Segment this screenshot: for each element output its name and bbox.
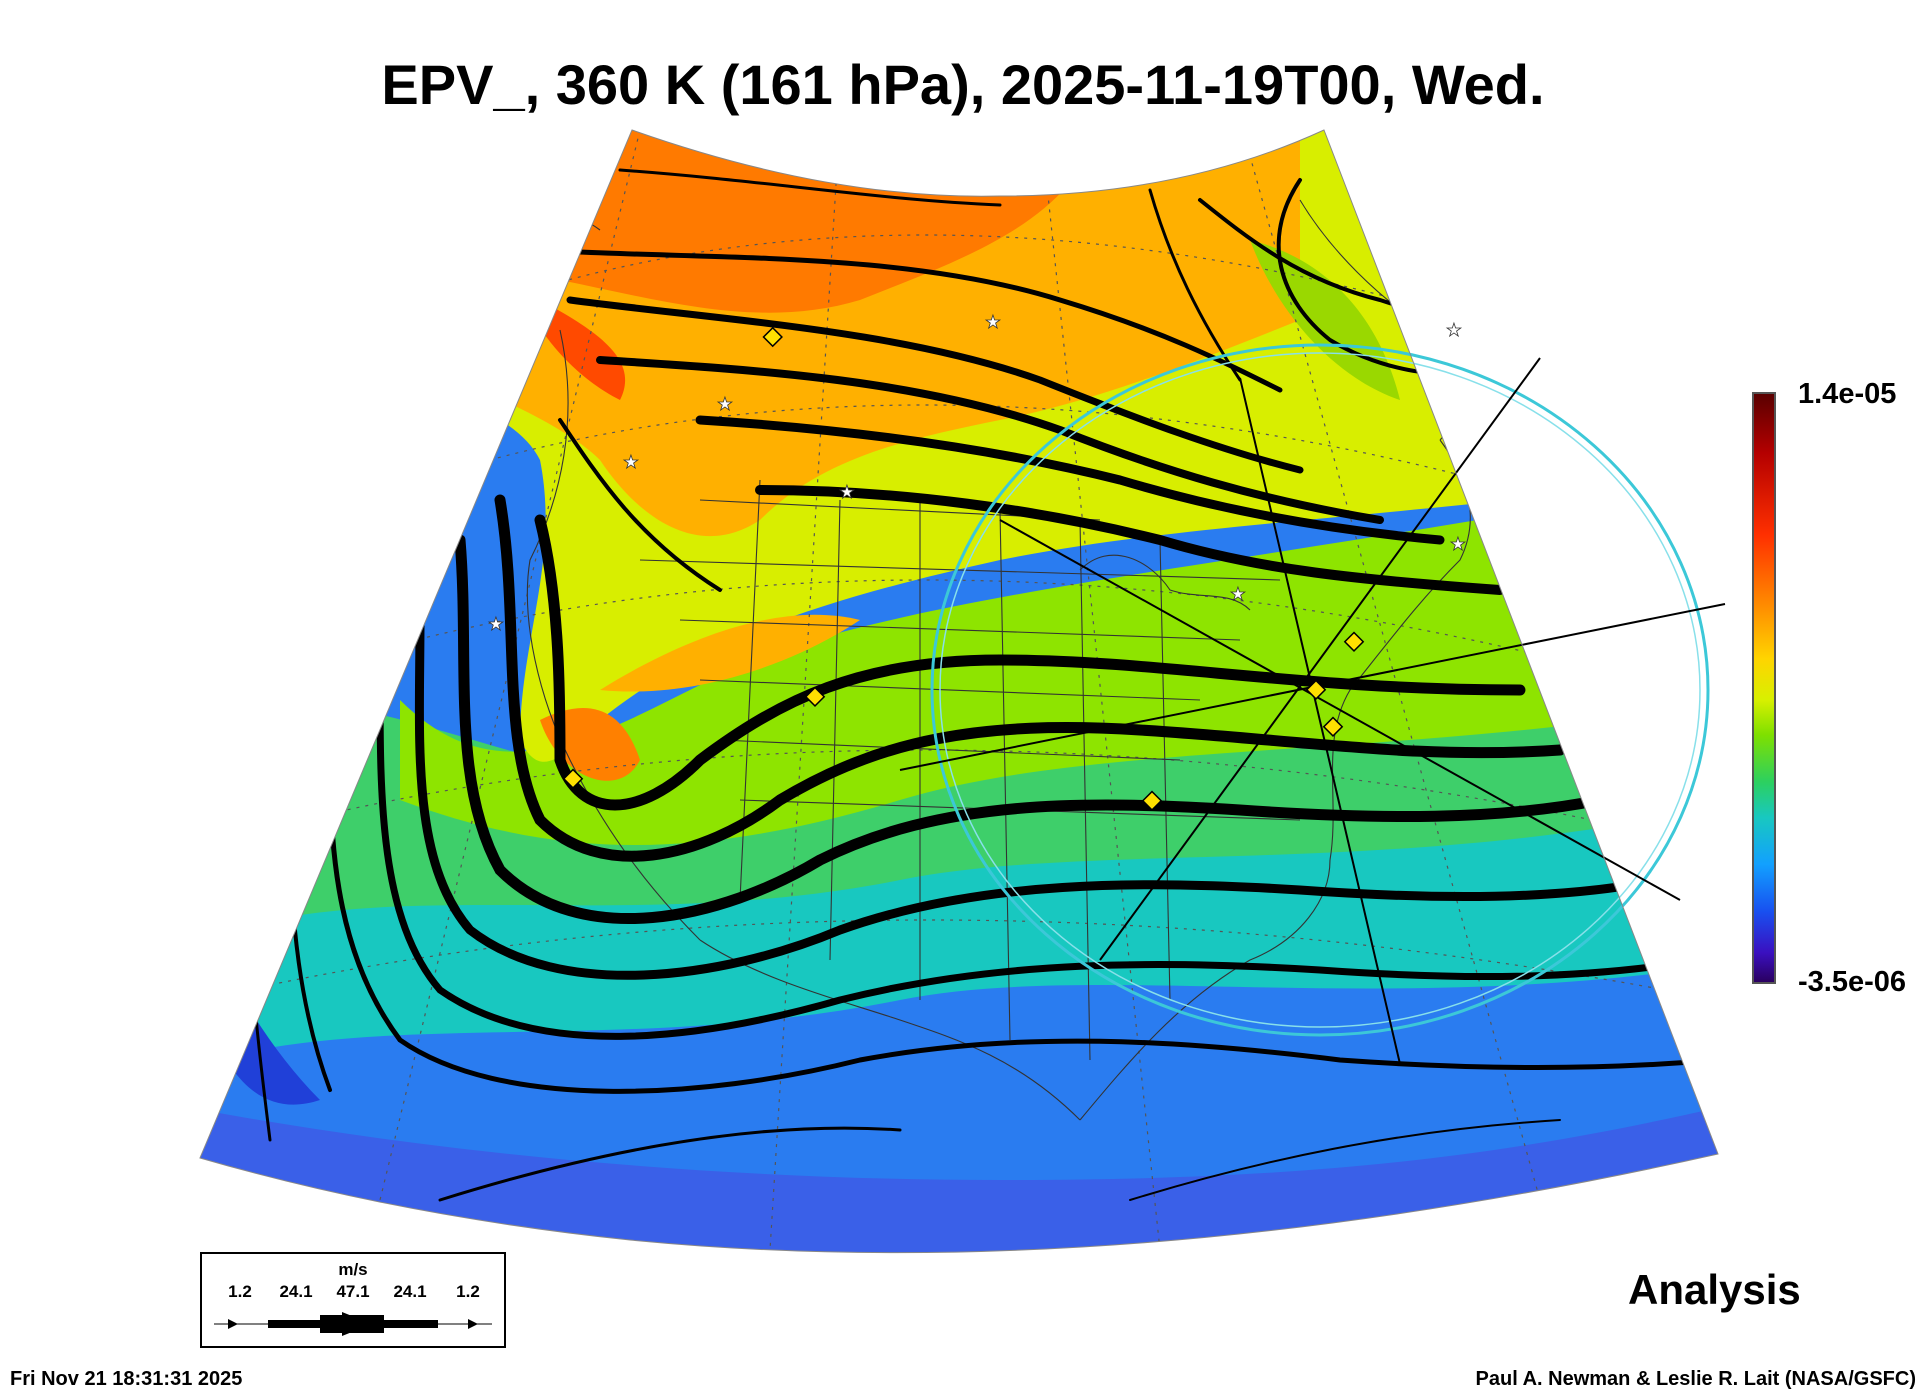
legend-label: 1.2 [228, 1282, 252, 1301]
legend-label: 24.1 [393, 1282, 427, 1301]
legend-label: 24.1 [279, 1282, 313, 1301]
analysis-label: Analysis [1628, 1266, 1801, 1313]
legend-unit: m/s [338, 1260, 368, 1279]
streamlines [248, 168, 1718, 1202]
svg-text:★: ★ [985, 312, 1001, 333]
wind-speed-legend: m/s 1.2 24.1 47.1 24.1 1.2 [200, 1252, 506, 1348]
svg-text:★: ★ [717, 394, 733, 415]
legend-label: 1.2 [456, 1282, 480, 1301]
svg-text:★: ★ [1230, 584, 1246, 605]
pv-colorbar [1752, 392, 1776, 984]
svg-text:★: ★ [839, 482, 855, 503]
timestamp: Fri Nov 21 18:31:31 2025 [10, 1368, 243, 1390]
svg-text:★: ★ [1446, 320, 1462, 341]
svg-text:★: ★ [623, 452, 639, 473]
cross-section-ring [930, 343, 1710, 1037]
credit: Paul A. Newman & Leslie R. Lait (NASA/GS… [1475, 1368, 1916, 1390]
map-domain-outline [199, 129, 1719, 1254]
legend-arrow [214, 1312, 492, 1336]
station-stars: ★ ★ ★ ★ ★ ★ ★ ★ [488, 312, 1467, 636]
svg-text:★: ★ [1450, 534, 1466, 555]
legend-label: 47.1 [336, 1282, 370, 1301]
pv-field [200, 130, 1718, 1253]
map-title: EPV_, 360 K (161 hPa), 2025-11-19T00, We… [381, 53, 1545, 116]
colorbar-max-label: 1.4e-05 [1798, 378, 1897, 410]
svg-text:★: ★ [488, 614, 504, 635]
colorbar-min-label: -3.5e-06 [1798, 966, 1907, 998]
station-diamonds [562, 326, 1365, 811]
